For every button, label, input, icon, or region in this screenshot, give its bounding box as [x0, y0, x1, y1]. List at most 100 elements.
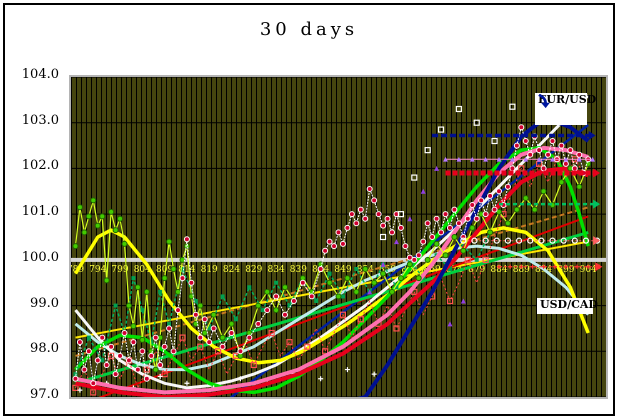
eur-usd-daily-marker: [255, 320, 262, 327]
eur-usd-daily-marker: [562, 160, 569, 167]
usd-cad-daily-marker: [460, 247, 467, 254]
seagreen-series-marker: [207, 326, 212, 331]
red-cross-row-marker: [530, 264, 535, 269]
usd-cad-daily-marker: [264, 288, 271, 295]
usd-cad-daily-marker: [335, 293, 342, 300]
eur-usd-daily-marker: [201, 316, 208, 323]
eur-usd-daily-marker: [117, 352, 124, 359]
eur-usd-daily-marker: [446, 224, 453, 231]
eur-usd-daily-marker: [166, 325, 173, 332]
red-jagged-marker: [286, 339, 293, 346]
y-tick-label: 104.0: [21, 67, 59, 82]
white-circle-row-marker: [471, 237, 478, 244]
violet-scatter-marker: [380, 261, 386, 267]
eur-usd-daily-marker: [273, 293, 280, 300]
white-osquare-scatter-marker: [411, 174, 418, 181]
eur-usd-daily-marker: [371, 197, 378, 204]
usd-cad-daily-marker: [273, 307, 280, 314]
eur-usd-daily-marker: [290, 298, 297, 304]
eur-usd-daily-marker: [90, 380, 97, 387]
red-jagged-marker: [393, 325, 400, 332]
violet-forecast-row-marker: [550, 156, 555, 162]
eur-usd-daily-marker: [496, 188, 502, 195]
eur-usd-daily-marker: [473, 215, 480, 222]
seagreen-series-marker: [100, 358, 105, 363]
red-jagged-marker: [161, 371, 168, 378]
violet-scatter-marker: [420, 188, 426, 194]
eur-usd-daily-marker: [246, 334, 253, 341]
white-circle-row-marker: [482, 237, 489, 244]
y-tick-label: 101.0: [21, 204, 59, 220]
eur-usd-daily-marker: [482, 211, 489, 218]
eur-usd-daily-marker: [527, 151, 534, 158]
violet-forecast-row-marker: [536, 156, 542, 162]
usd-cad-daily-marker: [117, 215, 124, 222]
annotation-eur-usd-label: EUR/USD: [538, 93, 597, 106]
red-jagged-marker: [215, 348, 222, 355]
red-jagged-marker: [268, 329, 275, 337]
usd-cad-daily-marker: [170, 266, 177, 272]
white-circle-row-marker: [493, 237, 500, 244]
series-white-fit: [74, 94, 590, 390]
usd-cad-daily-marker: [143, 288, 150, 295]
eur-usd-daily-marker: [469, 202, 476, 208]
eur-usd-daily-marker: [357, 206, 364, 213]
eur-usd-daily-marker: [148, 352, 155, 359]
red-cross-row-marker: [563, 264, 569, 269]
x-tick-label: 879: [468, 265, 485, 275]
eur-usd-daily-marker: [464, 215, 471, 222]
eur-usd-daily-marker: [513, 142, 520, 149]
usd-cad-daily-marker: [99, 213, 106, 220]
red-jagged-marker: [357, 316, 364, 323]
red-jagged-marker: [143, 366, 150, 373]
eur-usd-daily-marker: [402, 243, 409, 250]
seagreen-series-marker: [394, 285, 399, 290]
eur-usd-daily-marker: [331, 243, 338, 250]
violet-forecast-row-marker: [590, 156, 596, 162]
white-osquare-scatter-marker: [397, 211, 405, 218]
seagreen-series-marker: [474, 257, 479, 262]
usd-cad-daily-marker: [487, 229, 494, 236]
eur-usd-daily-marker: [397, 224, 404, 231]
series-red-fit: [75, 166, 589, 397]
usd-cad-daily-marker: [576, 183, 583, 190]
violet-scatter-marker: [367, 289, 373, 295]
eur-usd-daily-marker: [308, 293, 315, 300]
usd-cad-daily-marker: [85, 213, 92, 220]
eur-usd-daily-marker: [175, 307, 181, 314]
seagreen-series-marker: [220, 294, 225, 299]
eur-usd-daily-marker: [121, 330, 128, 336]
x-tick-label: 819: [201, 265, 218, 275]
seagreen-series-marker: [260, 308, 265, 313]
usd-cad-daily-marker: [255, 302, 262, 309]
y-tick-label: 99.0: [30, 295, 59, 311]
eur-usd-daily-marker: [487, 192, 494, 199]
eur-usd-daily-marker: [152, 334, 159, 341]
green-forecast-row-end-arrow: [593, 199, 601, 209]
eur-usd-daily-marker: [491, 206, 498, 213]
series-yellow-fit: [74, 226, 590, 365]
violet-forecast-row-marker: [509, 156, 515, 162]
red-jagged-marker: [90, 389, 97, 396]
usd-cad-daily-marker: [540, 188, 547, 195]
red-jagged-marker: [197, 343, 204, 350]
usd-cad-daily-marker: [152, 366, 159, 373]
violet-scatter-marker: [393, 239, 399, 245]
usd-cad-daily-marker: [161, 275, 168, 282]
seagreen-series-marker: [193, 299, 198, 303]
red-jagged-marker: [179, 334, 186, 341]
eur-usd-daily-marker: [576, 151, 583, 158]
eur-usd-daily-marker: [451, 206, 458, 213]
usd-cad-daily-marker: [166, 238, 173, 245]
eur-usd-daily-marker: [536, 147, 543, 154]
eur-usd-daily-marker: [157, 362, 164, 368]
violet-forecast-row-marker: [563, 156, 569, 162]
usd-cad-daily-marker: [72, 243, 79, 250]
y-tick-label: 103.0: [21, 112, 59, 128]
usd-cad-daily-marker: [380, 270, 387, 277]
eur-usd-daily-marker: [420, 238, 427, 245]
x-tick-label: 824: [223, 265, 240, 275]
violet-scatter-marker: [460, 298, 466, 304]
usd-cad-daily-marker: [103, 277, 110, 284]
white-cross-scatter-marker: [237, 376, 243, 382]
